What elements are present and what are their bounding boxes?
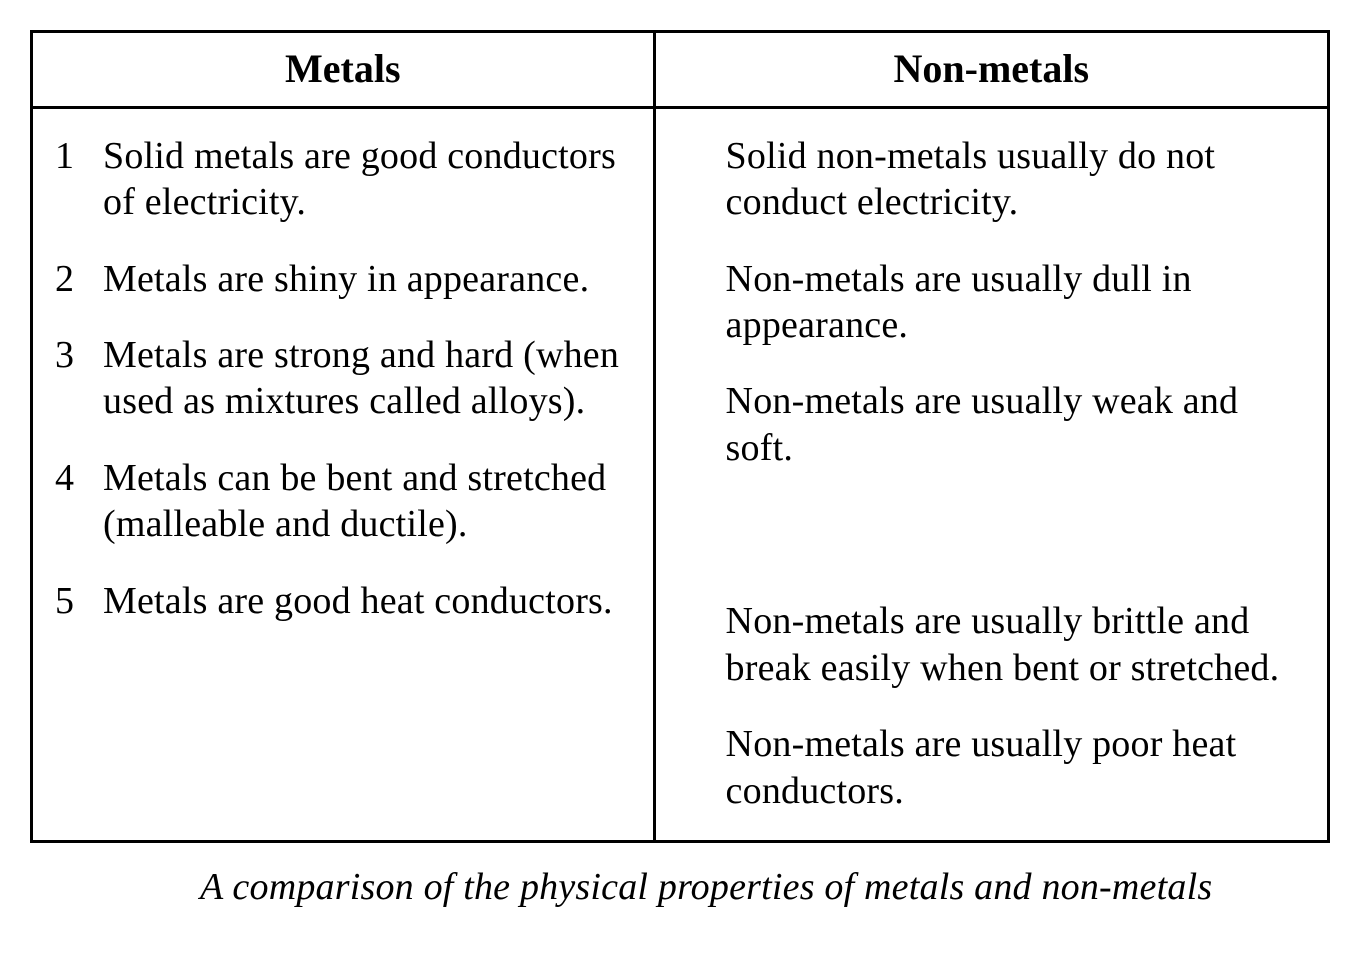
- metals-cell: 1 Solid metals are good conductors of el…: [32, 108, 655, 842]
- row-number: 4: [55, 455, 95, 501]
- metals-text: Metals are strong and hard (when used as…: [103, 332, 623, 425]
- row-number: 2: [55, 256, 95, 302]
- nonmetals-text: Solid non-metals usually do not conduct …: [726, 133, 1305, 226]
- row-number: 1: [55, 133, 95, 179]
- table-row: 2 Metals are shiny in appearance.: [55, 256, 631, 302]
- metals-text: Metals are shiny in appearance.: [103, 256, 623, 302]
- metals-list: 1 Solid metals are good conductors of el…: [55, 133, 631, 624]
- nonmetals-text: Non-metals are usually brittle and break…: [726, 598, 1305, 691]
- nonmetals-text: Non-metals are usually poor heat conduct…: [726, 721, 1305, 814]
- nonmetals-text: Non-metals are usually weak and soft.: [726, 378, 1305, 471]
- metals-text: Solid metals are good conductors of elec…: [103, 133, 623, 226]
- comparison-table: Metals Non-metals 1 Solid metals are goo…: [30, 30, 1330, 843]
- table-header-row: Metals Non-metals: [32, 32, 1329, 108]
- nonmetals-text: Non-metals are usually dull in appearanc…: [726, 256, 1305, 349]
- table-row: 1 Solid metals are good conductors of el…: [55, 133, 631, 226]
- table-row: 3 Metals are strong and hard (when used …: [55, 332, 631, 425]
- metals-text: Metals can be bent and stretched (mallea…: [103, 455, 623, 548]
- table-row: Non-metals are usually dull in appearanc…: [678, 256, 1305, 349]
- row-number: 5: [55, 578, 95, 624]
- column-header-nonmetals: Non-metals: [654, 32, 1328, 108]
- table-row: Non-metals are usually weak and soft.: [678, 378, 1305, 568]
- nonmetals-cell: Solid non-metals usually do not conduct …: [654, 108, 1328, 842]
- table-body-row: 1 Solid metals are good conductors of el…: [32, 108, 1329, 842]
- table-row: Non-metals are usually brittle and break…: [678, 598, 1305, 691]
- table-row: Non-metals are usually poor heat conduct…: [678, 721, 1305, 814]
- table-row: 5 Metals are good heat conductors.: [55, 578, 631, 624]
- table-row: 4 Metals can be bent and stretched (mall…: [55, 455, 631, 548]
- page: Metals Non-metals 1 Solid metals are goo…: [0, 0, 1364, 909]
- table-row: Solid non-metals usually do not conduct …: [678, 133, 1305, 226]
- metals-text: Metals are good heat conductors.: [103, 578, 623, 624]
- table-caption: A comparison of the physical properties …: [30, 865, 1344, 909]
- row-number: 3: [55, 332, 95, 378]
- column-header-metals: Metals: [32, 32, 655, 108]
- nonmetals-list: Solid non-metals usually do not conduct …: [678, 133, 1305, 814]
